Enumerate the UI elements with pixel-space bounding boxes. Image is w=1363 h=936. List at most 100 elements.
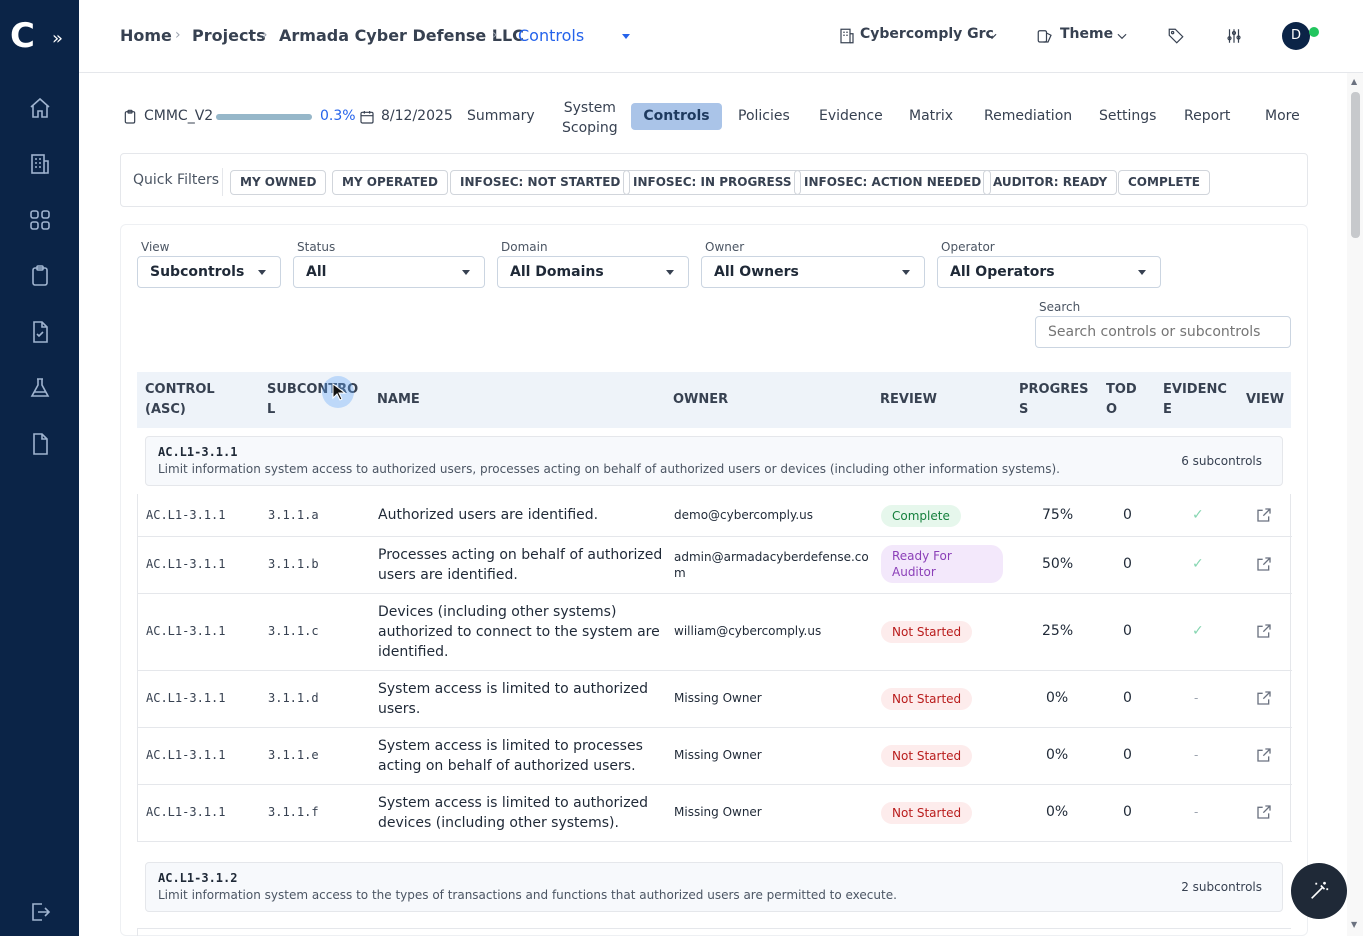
table-row[interactable]: AC.L1-3.1.1 3.1.1.e System access is lim… bbox=[138, 728, 1292, 785]
caret-down-icon[interactable] bbox=[622, 34, 630, 39]
control-group-id: AC.L1-3.1.1 bbox=[158, 445, 238, 459]
tab-system-scoping-line2: Scoping bbox=[562, 120, 618, 136]
table-row[interactable]: AC.L1-3.1.1 3.1.1.f System access is lim… bbox=[138, 785, 1292, 842]
cell-control: AC.L1-3.1.1 bbox=[146, 691, 226, 705]
tab-evidence[interactable]: Evidence bbox=[819, 108, 883, 124]
cell-owner: william@cybercomply.us bbox=[674, 624, 822, 638]
breadcrumb-projects[interactable]: Projects bbox=[192, 26, 266, 45]
tab-report[interactable]: Report bbox=[1184, 108, 1231, 124]
external-link-icon[interactable] bbox=[1256, 623, 1272, 639]
chevron-down-icon[interactable] bbox=[985, 29, 999, 43]
grid-icon[interactable] bbox=[28, 208, 52, 232]
scroll-up-icon[interactable]: ▲ bbox=[1351, 77, 1358, 86]
tab-matrix[interactable]: Matrix bbox=[909, 108, 954, 124]
cell-name-line: Processes acting on behalf of authorized bbox=[378, 547, 663, 563]
chip-infosec-action-needed[interactable]: INFOSEC: ACTION NEEDED bbox=[794, 170, 992, 195]
tab-policies[interactable]: Policies bbox=[738, 108, 790, 124]
table-row[interactable]: AC.L1-3.1.1 3.1.1.a Authorized users are… bbox=[138, 494, 1292, 537]
table-row[interactable]: AC.L1-3.1.1 3.1.1.b Processes acting on … bbox=[138, 537, 1292, 594]
avatar[interactable]: D bbox=[1282, 22, 1310, 50]
org-selector[interactable]: Cybercomply Grc bbox=[860, 26, 994, 42]
cell-owner: Missing Owner bbox=[674, 805, 762, 819]
ai-assistant-button[interactable] bbox=[1291, 863, 1347, 919]
breadcrumb-home[interactable]: Home bbox=[120, 26, 172, 45]
external-link-icon[interactable] bbox=[1256, 507, 1272, 523]
owner-select[interactable]: All Owners bbox=[701, 256, 925, 288]
col-evidence-line2: E bbox=[1163, 402, 1172, 417]
chip-infosec-not-started[interactable]: INFOSEC: NOT STARTED bbox=[450, 170, 631, 195]
control-group[interactable]: AC.L1-3.1.2 Limit information system acc… bbox=[145, 862, 1283, 912]
cell-name: System access is limited to authorized us… bbox=[378, 679, 648, 719]
col-todo[interactable]: TOD O bbox=[1106, 380, 1137, 420]
external-link-icon[interactable] bbox=[1256, 747, 1272, 763]
building-icon[interactable] bbox=[28, 152, 52, 176]
operator-select[interactable]: All Operators bbox=[937, 256, 1161, 288]
col-todo-line2: O bbox=[1106, 402, 1118, 417]
cell-todo: 0 bbox=[1123, 507, 1132, 523]
cell-name-line: users. bbox=[378, 701, 421, 717]
cell-control: AC.L1-3.1.1 bbox=[146, 624, 226, 638]
check-icon: ✓ bbox=[1192, 507, 1204, 523]
external-link-icon[interactable] bbox=[1256, 556, 1272, 572]
control-group[interactable]: AC.L1-3.1.1 Limit information system acc… bbox=[145, 436, 1283, 486]
cell-name-line: System access is limited to authorized bbox=[378, 681, 649, 697]
domain-select[interactable]: All Domains bbox=[497, 256, 689, 288]
col-progress-line2: S bbox=[1019, 402, 1029, 417]
table-row[interactable]: AC.L1-3.1.1 3.1.1.c Devices (including o… bbox=[138, 594, 1292, 671]
tag-icon[interactable] bbox=[1167, 27, 1185, 45]
home-icon[interactable] bbox=[28, 96, 52, 120]
col-view[interactable]: VIEW bbox=[1246, 392, 1285, 407]
cell-owner: Missing Owner bbox=[674, 691, 762, 705]
tab-system-scoping[interactable]: System Scoping bbox=[562, 98, 618, 138]
tab-controls[interactable]: Controls bbox=[631, 103, 722, 130]
chevron-down-icon[interactable] bbox=[1115, 29, 1129, 43]
flask-icon[interactable] bbox=[28, 376, 52, 400]
col-evidence-line1: EVIDENC bbox=[1163, 382, 1227, 397]
col-subcontrol-line2: L bbox=[267, 402, 276, 417]
tab-settings[interactable]: Settings bbox=[1099, 108, 1157, 124]
scrollbar-track[interactable] bbox=[1347, 73, 1363, 936]
cell-progress: 0% bbox=[1046, 690, 1069, 706]
col-review[interactable]: REVIEW bbox=[880, 392, 938, 407]
logout-icon[interactable] bbox=[28, 900, 52, 924]
scrollbar-thumb[interactable] bbox=[1351, 92, 1360, 238]
file-check-icon[interactable] bbox=[28, 320, 52, 344]
control-group-description: Limit information system access to the t… bbox=[158, 888, 897, 902]
cell-name: Processes acting on behalf of authorized… bbox=[378, 545, 662, 585]
external-link-icon[interactable] bbox=[1256, 804, 1272, 820]
col-control[interactable]: CONTROL (ASC) bbox=[145, 380, 215, 420]
control-group-count: 6 subcontrols bbox=[1181, 454, 1262, 468]
chip-auditor-ready[interactable]: AUDITOR: READY bbox=[983, 170, 1118, 195]
tab-remediation[interactable]: Remediation bbox=[984, 108, 1073, 124]
col-evidence[interactable]: EVIDENC E bbox=[1163, 380, 1227, 420]
chip-infosec-in-progress[interactable]: INFOSEC: IN PROGRESS bbox=[623, 170, 802, 195]
document-icon[interactable] bbox=[28, 432, 52, 456]
status-filter-label: Status bbox=[297, 240, 336, 254]
external-link-icon[interactable] bbox=[1256, 690, 1272, 706]
chip-complete[interactable]: COMPLETE bbox=[1118, 170, 1210, 195]
cell-owner: admin@armadacyberdefense.co m bbox=[674, 549, 869, 581]
table-row[interactable]: AC.L1-3.1.1 3.1.1.d System access is lim… bbox=[138, 671, 1292, 728]
scroll-down-icon[interactable]: ▼ bbox=[1351, 920, 1358, 929]
breadcrumb-project-name[interactable]: Armada Cyber Defense LLC bbox=[279, 26, 524, 45]
theme-selector[interactable]: Theme bbox=[1060, 26, 1114, 42]
operator-filter-label: Operator bbox=[941, 240, 995, 254]
tab-more[interactable]: More bbox=[1265, 108, 1300, 124]
cell-owner-line: admin@armadacyberdefense.co bbox=[674, 550, 869, 564]
sliders-icon[interactable] bbox=[1225, 27, 1243, 45]
clipboard-icon[interactable] bbox=[28, 264, 52, 288]
chip-my-owned[interactable]: MY OWNED bbox=[230, 170, 327, 195]
calendar-icon bbox=[360, 111, 374, 124]
status-select[interactable]: All bbox=[293, 256, 485, 288]
col-progress[interactable]: PROGRES S bbox=[1019, 380, 1089, 420]
col-name[interactable]: NAME bbox=[377, 392, 420, 407]
view-select[interactable]: Subcontrols bbox=[137, 256, 281, 288]
col-owner[interactable]: OWNER bbox=[673, 392, 729, 407]
breadcrumb-current[interactable]: Controls bbox=[518, 26, 585, 45]
tab-summary[interactable]: Summary bbox=[467, 108, 535, 124]
domain-select-value: All Domains bbox=[510, 264, 604, 280]
search-input[interactable] bbox=[1035, 316, 1291, 348]
cell-progress: 0% bbox=[1046, 804, 1069, 820]
chip-my-operated[interactable]: MY OPERATED bbox=[332, 170, 448, 195]
double-chevron-right-icon[interactable]: » bbox=[52, 28, 64, 49]
